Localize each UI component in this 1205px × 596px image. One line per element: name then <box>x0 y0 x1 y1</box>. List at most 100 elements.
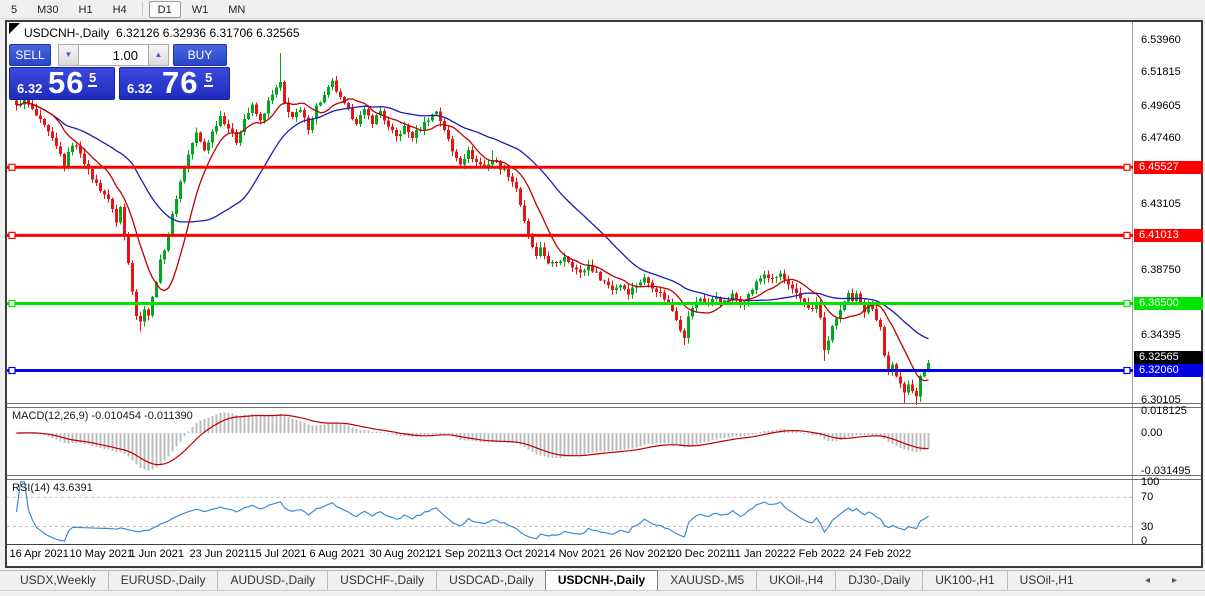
date-tick-label: 10 May 2021 <box>69 548 134 560</box>
buy-price-digits: 76 <box>162 65 199 100</box>
axis-tick-label: 6.53960 <box>1141 34 1181 46</box>
timeframe-m5-button[interactable]: 5 <box>11 3 18 16</box>
trade-panel-controls: SELL ▼ ▲ BUY <box>9 44 231 66</box>
timeframe-d1-button[interactable]: D1 <box>148 0 181 18</box>
axis-tick-label: 30 <box>1141 521 1154 533</box>
pane-splitter[interactable] <box>7 403 1201 404</box>
macd-indicator-label: MACD(12,26,9) -0.010454 -0.011390 <box>12 410 193 422</box>
tab-audusd-daily[interactable]: AUDUSD-,Daily <box>217 571 327 590</box>
sell-price-prefix: 6.32 <box>17 81 43 96</box>
buy-price-pip: 5 <box>204 70 214 87</box>
tab-scroll-arrows: ◂ ▸ <box>1145 570 1177 590</box>
trade-panel-quotes: 6.32 56 5 6.32 76 5 <box>9 65 231 100</box>
rsi-indicator-label: RSI(14) 43.6391 <box>12 482 93 494</box>
tab-scroll-left-icon[interactable]: ◂ <box>1144 574 1150 586</box>
tab-ukoil-h4[interactable]: UKOil-,H4 <box>756 571 835 590</box>
date-tick-label: 16 Apr 2021 <box>9 548 69 560</box>
tab-xauusd-m5[interactable]: XAUUSD-,M5 <box>670 573 745 587</box>
time-axis-line <box>7 544 1201 545</box>
horizontal-level-line[interactable] <box>7 366 1133 375</box>
buy-price-prefix: 6.32 <box>127 81 153 96</box>
tab-usoil-h1[interactable]: USOil-,H1 <box>1006 571 1086 590</box>
sell-price-pip: 5 <box>88 70 98 87</box>
volume-input[interactable] <box>79 44 148 66</box>
date-tick-label: 2 Feb 2022 <box>789 548 846 560</box>
pane-splitter <box>7 407 1201 408</box>
axis-tick-label: 100 <box>1141 476 1160 488</box>
price-level-tag: 6.32060 <box>1134 364 1203 377</box>
price-level-tag: 6.32565 <box>1134 351 1203 364</box>
horizontal-level-line[interactable] <box>7 231 1133 239</box>
chart-ohlc-values: 6.32126 6.32936 6.31706 6.32565 <box>116 26 300 40</box>
timeframe-h4-button[interactable]: H4 <box>112 3 127 16</box>
timeframe-h1-button[interactable]: H1 <box>78 3 93 16</box>
axis-tick-label: 6.51815 <box>1141 66 1181 78</box>
date-tick-label: 20 Dec 2021 <box>669 548 732 560</box>
chart-canvas[interactable] <box>7 22 1133 544</box>
horizontal-level-line[interactable] <box>7 163 1133 171</box>
candles-layer <box>15 52 930 406</box>
axis-tick-label: 70 <box>1141 491 1154 503</box>
date-tick-label: 11 Jan 2022 <box>729 548 790 560</box>
date-tick-label: 15 Jul 2021 <box>249 548 307 560</box>
axis-tick-label: -0.031495 <box>1141 465 1191 477</box>
tab-eurusd-daily[interactable]: EURUSD-,Daily <box>107 571 218 590</box>
timeframe-m30-button[interactable]: M30 <box>37 3 59 16</box>
buy-button[interactable]: BUY <box>173 44 227 66</box>
buy-quote-button[interactable]: 6.32 76 5 <box>119 65 230 100</box>
status-strip <box>0 590 1205 596</box>
axis-tick-label: 6.49605 <box>1141 100 1181 112</box>
one-click-trading-panel: SELL ▼ ▲ BUY 6.32 56 5 6.32 76 5 <box>9 44 231 100</box>
axis-tick-label: 0.00 <box>1141 427 1163 439</box>
axis-tick-label: 6.38750 <box>1141 264 1181 276</box>
rsi-line <box>15 481 929 542</box>
horizontal-level-line[interactable] <box>7 299 1133 308</box>
date-tick-label: 13 Oct 2021 <box>489 548 550 560</box>
timeframe-toolbar: 5 M30 H1 H4 D1 W1 MN <box>0 0 1205 19</box>
axis-tick-label: 6.43105 <box>1141 198 1181 210</box>
price-level-tag: 6.45527 <box>1134 161 1203 174</box>
tab-scroll-right-icon[interactable]: ▸ <box>1171 574 1177 586</box>
pane-splitter <box>7 479 1201 480</box>
axis-tick-label: 0 <box>1141 535 1148 547</box>
date-tick-label: 30 Aug 2021 <box>369 548 432 560</box>
chart-symbol-period: USDCNH-,Daily <box>24 26 110 40</box>
mouse-cursor-icon <box>9 23 20 34</box>
tab-dj30-daily[interactable]: DJ30-,Daily <box>835 571 922 590</box>
date-tick-label: 6 Aug 2021 <box>309 548 366 560</box>
tab-usdcad-daily[interactable]: USDCAD-,Daily <box>436 571 546 590</box>
date-tick-label: 23 Jun 2021 <box>189 548 251 560</box>
timeframe-w1-button[interactable]: W1 <box>191 3 209 16</box>
tab-usdchf-daily[interactable]: USDCHF-,Daily <box>327 571 436 590</box>
axis-tick-label: 6.47460 <box>1141 132 1181 144</box>
date-tick-label: 24 Feb 2022 <box>849 548 912 560</box>
ma-slow-line <box>16 101 929 340</box>
date-tick-label: 1 Jun 2021 <box>129 548 184 560</box>
tab-uk100-h1[interactable]: UK100-,H1 <box>922 571 1006 590</box>
tab-usdcnh-daily[interactable]: USDCNH-,Daily <box>544 570 659 590</box>
sell-price-digits: 56 <box>48 65 85 100</box>
date-tick-label: 4 Nov 2021 <box>549 548 606 560</box>
macd-histogram <box>15 412 930 471</box>
price-level-tag: 6.41013 <box>1134 229 1203 242</box>
sell-button[interactable]: SELL <box>9 44 51 66</box>
tab-usdx-weekly[interactable]: USDX,Weekly <box>20 573 96 587</box>
volume-increase-button[interactable]: ▲ <box>148 44 169 66</box>
toolbar-separator <box>141 2 143 16</box>
timeframe-mn-button[interactable]: MN <box>228 3 246 16</box>
price-level-tag: 6.36500 <box>1134 297 1203 310</box>
chart-title: USDCNH-,Daily 6.32126 6.32936 6.31706 6.… <box>24 26 300 40</box>
macd-signal-line <box>16 414 929 466</box>
axis-tick-label: 0.018125 <box>1141 405 1187 417</box>
volume-decrease-button[interactable]: ▼ <box>58 44 79 66</box>
date-tick-label: 26 Nov 2021 <box>609 548 672 560</box>
axis-tick-label: 6.34395 <box>1141 329 1181 341</box>
ma-fast-line <box>16 98 929 382</box>
chart-window: USDCNH-,Daily 6.32126 6.32936 6.31706 6.… <box>5 20 1203 568</box>
sell-quote-button[interactable]: 6.32 56 5 <box>9 65 115 100</box>
chart-tabbar: USDX,Weekly EURUSD-,Daily AUDUSD-,Daily … <box>0 570 1205 590</box>
date-tick-label: 21 Sep 2021 <box>429 548 492 560</box>
pane-splitter[interactable] <box>7 475 1201 476</box>
axis-tick-label: 6.30105 <box>1141 394 1181 406</box>
